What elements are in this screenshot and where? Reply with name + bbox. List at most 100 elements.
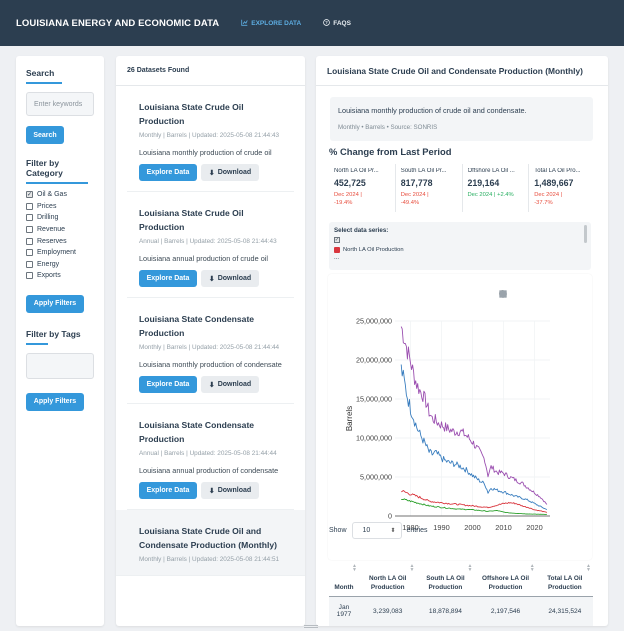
tags-input[interactable] — [26, 352, 94, 379]
column-header-south[interactable]: South LA Oil Production ▲ ▼ — [416, 548, 475, 597]
stat-value: 219,164 — [467, 178, 500, 188]
divider — [26, 82, 62, 84]
dataset-meta: Annual | Barrels | Updated: 2025-05-08 2… — [139, 238, 277, 245]
stat-change: Dec 2024 | -19.4% — [334, 191, 390, 207]
search-input[interactable]: Enter keywords — [26, 92, 94, 116]
dataset-description: Louisiana annual production of condensat… — [139, 466, 279, 475]
category-label: Energy — [37, 260, 60, 268]
divider — [26, 182, 88, 184]
category-label: Reserves — [37, 237, 67, 245]
apply-tag-filters-button[interactable]: Apply Filters — [26, 392, 84, 411]
x-tick-label: 1990 — [433, 523, 449, 532]
table-cell: 24,315,524 — [536, 596, 593, 626]
category-oil-gas[interactable]: ✓ Oil & Gas — [26, 189, 94, 201]
column-header-offshore[interactable]: Offshore LA Oil Production ▲ ▼ — [474, 548, 537, 597]
checkbox[interactable] — [26, 214, 33, 222]
dataset-card: Louisiana State Condensate Production Mo… — [127, 298, 294, 404]
category-label: Drilling — [37, 214, 59, 222]
download-label: Download — [217, 275, 252, 282]
table-cell: Jan 1977 — [329, 596, 359, 626]
question-circle-icon: ? — [323, 18, 331, 28]
category-exports[interactable]: Exports — [26, 270, 94, 282]
category-revenue[interactable]: Revenue — [26, 224, 94, 236]
nav-explore-data[interactable]: EXPLORE DATA — [241, 19, 301, 28]
stat-period: Dec 2024 | — [467, 192, 496, 198]
checkbox[interactable] — [26, 272, 33, 280]
checkbox[interactable] — [26, 226, 33, 234]
category-reserves[interactable]: Reserves — [26, 235, 94, 247]
series-option[interactable]: North LA Oil Production — [334, 247, 586, 253]
dataset-meta: Annual | Barrels | Updated: 2025-05-08 2… — [139, 450, 277, 457]
y-tick-label: 15,000,000 — [356, 395, 392, 404]
sort-updown-icon: ⬍ — [390, 528, 396, 534]
category-prices[interactable]: Prices — [26, 201, 94, 213]
chart-canvas[interactable]: 0 5,000,000 10,000,000 15,000,000 20,000,000… — [328, 274, 592, 560]
select-all-checkbox[interactable]: ✓ — [334, 237, 340, 243]
brand-title[interactable]: LOUISIANA ENERGY AND ECONOMIC DATA — [16, 17, 220, 29]
dataset-title[interactable]: Louisiana State Crude Oil and Condensate… — [139, 526, 277, 550]
entries-value: 10 — [362, 527, 371, 534]
explore-data-button[interactable]: Explore Data — [139, 482, 197, 499]
series-more: ... — [334, 255, 340, 261]
dataset-title[interactable]: Louisiana State Condensate Production — [139, 420, 255, 444]
download-button[interactable]: ⬇ Download — [201, 164, 259, 181]
series-line — [400, 490, 548, 513]
category-title: Filter by Category — [26, 158, 63, 178]
download-button[interactable]: ⬇ Download — [201, 482, 259, 499]
entries-select[interactable]: 10 ⬍ — [351, 522, 402, 539]
series-line — [400, 326, 548, 505]
column-header-total[interactable]: Total LA Oil Production ▲ ▼ — [536, 548, 593, 597]
divider — [26, 342, 48, 345]
dataset-title[interactable]: Louisiana State Crude Oil Production — [139, 102, 244, 126]
stats-row: North LA Oil Pr... 452,725 Dec 2024 | -19… — [329, 164, 595, 212]
stat-value: 817,778 — [400, 178, 433, 188]
category-energy[interactable]: Energy — [26, 259, 94, 271]
column-header-north[interactable]: North LA Oil Production ▲ ▼ — [359, 548, 417, 597]
apply-filters-button[interactable]: Apply Filters — [26, 294, 84, 313]
column-header-label: South LA Oil Production — [426, 574, 465, 591]
scrollbar[interactable] — [584, 225, 587, 243]
dataset-card: Louisiana State Crude Oil Production Ann… — [127, 192, 294, 298]
column-header-label: North LA Oil Production — [369, 574, 407, 591]
series-selector: Select data series: ✓ North LA Oil Produ… — [329, 222, 591, 270]
checkbox[interactable] — [26, 202, 33, 210]
download-button[interactable]: ⬇ Download — [201, 270, 259, 287]
home-icon[interactable] — [499, 290, 578, 299]
dataset-title[interactable]: Louisiana State Condensate Production — [139, 314, 255, 338]
checkbox-checked[interactable]: ✓ — [26, 191, 33, 199]
stat-change: Dec 2024 | -49.4% — [401, 191, 457, 207]
explore-data-button[interactable]: Explore Data — [139, 376, 197, 393]
category-employment[interactable]: Employment — [26, 247, 94, 259]
resize-handle[interactable] — [304, 625, 318, 628]
detail-title: Louisiana State Crude Oil and Condensate… — [316, 56, 608, 86]
x-tick-label: 2010 — [495, 523, 511, 532]
explore-data-button[interactable]: Explore Data — [139, 270, 197, 287]
category-list: ✓ Oil & Gas Prices Drilling Revenue Reser… — [26, 189, 94, 282]
column-header-label: Total LA Oil Production — [547, 574, 583, 591]
dataset-description: Louisiana monthly production of crude oi… — [139, 148, 272, 157]
series-line — [400, 364, 548, 511]
sort-icon: ▲ ▼ — [352, 563, 357, 573]
nav-faqs-label: FAQS — [333, 19, 351, 27]
column-header-month[interactable]: Month ▲ ▼ — [329, 548, 359, 597]
table-header-row: Month ▲ ▼ North LA Oil Production ▲ ▼ South … — [329, 548, 593, 597]
download-button[interactable]: ⬇ Download — [201, 376, 259, 393]
category-label: Prices — [37, 202, 57, 210]
y-tick-label: 5,000,000 — [360, 473, 392, 482]
checkbox[interactable] — [26, 249, 33, 257]
column-header-label: Month — [334, 583, 354, 591]
y-tick-label: 10,000,000 — [356, 434, 392, 443]
category-drilling[interactable]: Drilling — [26, 212, 94, 224]
pct-change-title: % Change from Last Period — [329, 146, 452, 157]
download-label: Download — [217, 169, 252, 176]
checkbox[interactable] — [26, 260, 33, 268]
nav-faqs[interactable]: ? FAQS — [323, 18, 351, 28]
entries-control: Show 10 ⬍ entries — [329, 522, 428, 539]
description-text: Louisiana monthly production of crude oi… — [338, 106, 527, 115]
stat-change: Dec 2024 | +2.4% — [468, 191, 524, 199]
explore-data-button[interactable]: Explore Data — [139, 164, 197, 181]
dataset-title[interactable]: Louisiana State Crude Oil Production — [139, 208, 244, 232]
search-button[interactable]: Search — [26, 126, 64, 144]
checkbox[interactable] — [26, 237, 33, 245]
stat-value: 1,489,667 — [534, 178, 574, 188]
